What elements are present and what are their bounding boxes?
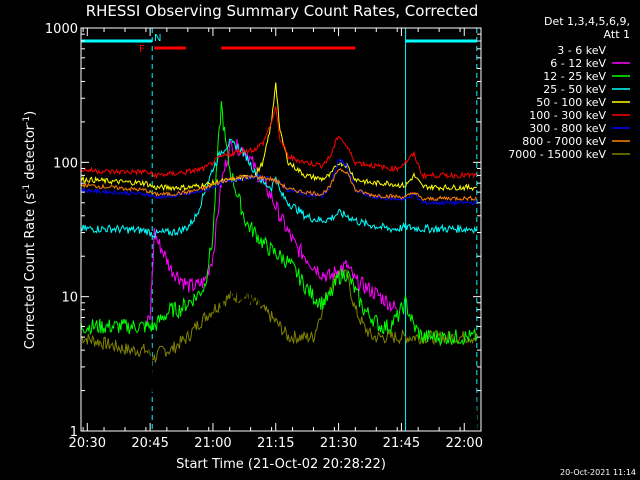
y-tick-label: 1: [70, 425, 78, 440]
footer-timestamp: 20-Oct-2021 11:14: [560, 468, 636, 477]
y-label-main: Corrected Count Rate (s: [23, 193, 38, 350]
series-line: [145, 138, 398, 328]
legend-label: 300 - 800 keV: [529, 122, 606, 135]
legend-label: 800 - 7000 keV: [522, 135, 606, 148]
y-label-sup2: -1: [22, 116, 32, 125]
legend-header-line-2: Att 1: [604, 28, 630, 41]
legend-label: 3 - 6 keV: [557, 44, 606, 57]
y-label-end: ): [23, 111, 38, 116]
x-tick-label: 21:15: [257, 436, 294, 451]
y-tick-label: 100: [53, 156, 78, 171]
plot-area: NF 20:30 20:45 21:00 21:15 21:30 21:45 22:00 1…: [45, 22, 483, 451]
x-tick-label: 21:00: [194, 436, 231, 451]
legend-label: 7000 - 15000 keV: [508, 148, 606, 161]
series-layer: [80, 82, 478, 432]
x-tick-label: 21:30: [320, 436, 357, 451]
y-tick-label: 1000: [45, 22, 78, 37]
flag-label: N: [154, 33, 161, 44]
series-line: [80, 168, 478, 202]
series-line: [80, 106, 478, 180]
series-line: [80, 100, 478, 347]
legend-header-line-1: Det 1,3,4,5,6,9,: [544, 15, 630, 28]
y-tick-label: 10: [61, 291, 78, 306]
x-axis-ticks: 20:30 20:45 21:00 21:15 21:30 21:45 22:00: [69, 28, 483, 451]
chart-title: RHESSI Observing Summary Count Rates, Co…: [86, 2, 479, 20]
y-label-sup1: -1: [22, 184, 32, 193]
y-label-mid: detector: [23, 124, 38, 184]
legend-label: 25 - 50 keV: [543, 83, 606, 96]
x-tick-label: 21:45: [383, 436, 420, 451]
legend-label: 100 - 300 keV: [529, 109, 606, 122]
flag-bars: NF: [81, 33, 477, 55]
axis-frame: [80, 27, 482, 432]
series-line: [80, 138, 478, 239]
x-tick-label: 20:30: [69, 436, 106, 451]
legend-label: 12 - 25 keV: [543, 70, 606, 83]
x-axis-label: Start Time (21-Oct-02 20:28:22): [176, 457, 386, 472]
y-axis-label: Corrected Count Rate (s-1 detector-1): [22, 111, 38, 349]
flag-label: F: [139, 44, 145, 55]
x-tick-label: 20:45: [131, 436, 168, 451]
x-tick-label: 22:00: [446, 436, 483, 451]
legend-label: 6 - 12 keV: [550, 57, 606, 70]
y-axis-ticks: 1 10 100 1000: [45, 22, 481, 440]
legend-label: 50 - 100 keV: [536, 96, 606, 109]
series-line: [80, 82, 477, 192]
series-line: [80, 267, 478, 364]
